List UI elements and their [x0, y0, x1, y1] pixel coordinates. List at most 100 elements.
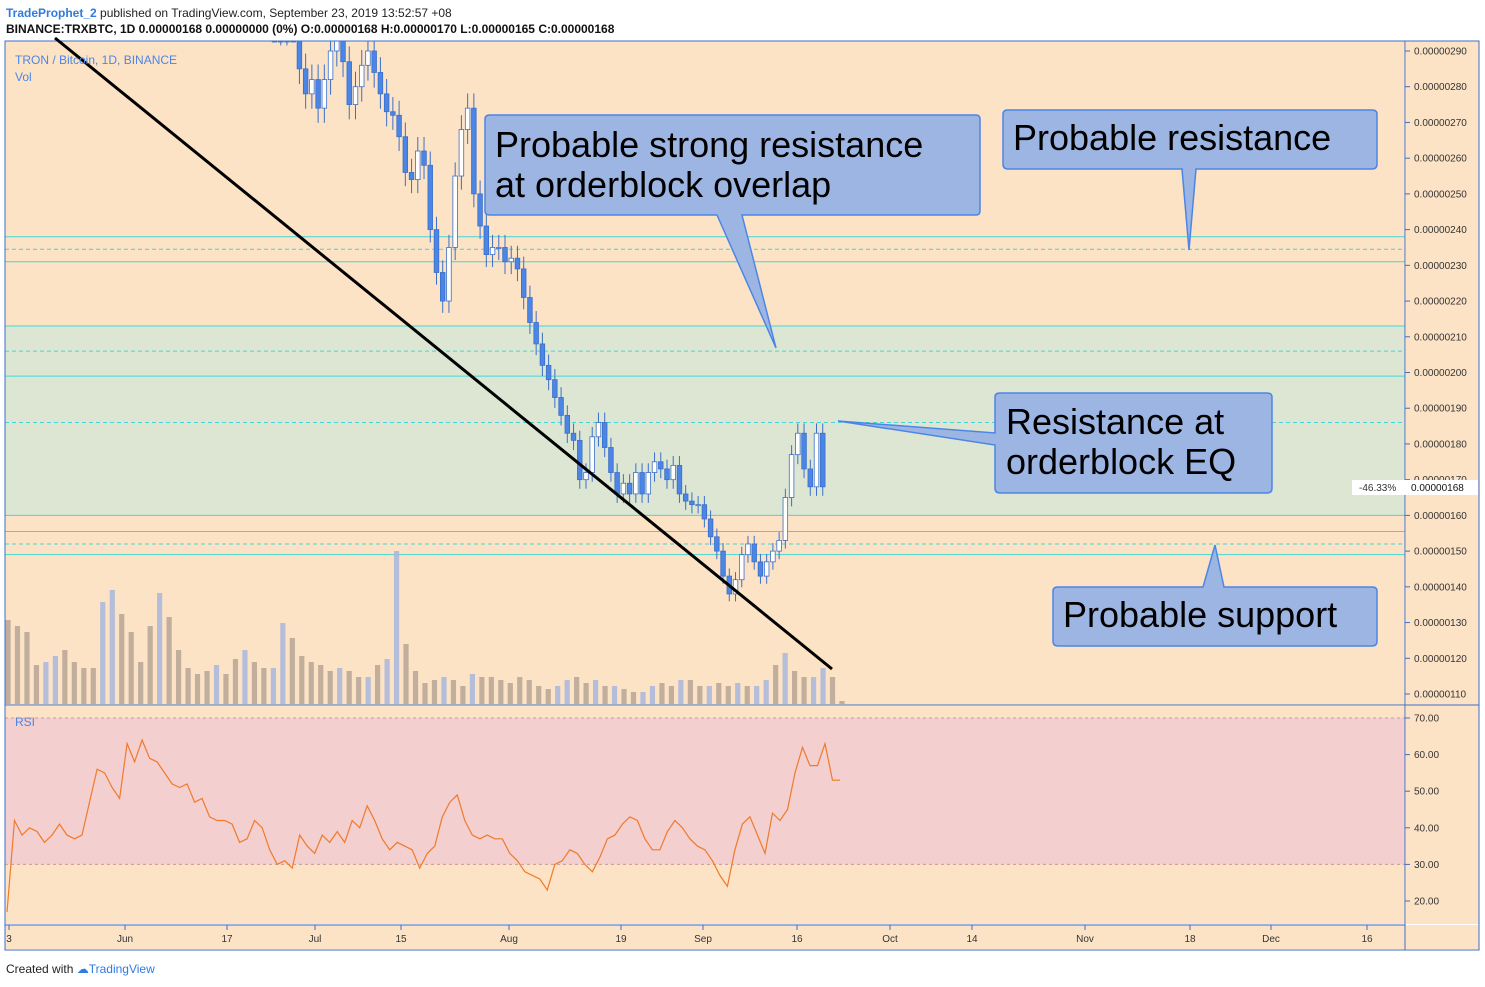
candle[interactable]	[321, 79, 328, 109]
candle[interactable]	[595, 422, 602, 438]
candle[interactable]	[776, 539, 782, 552]
callout-eq-resistance[interactable]: Resistance at orderblock EQ	[837, 392, 1273, 494]
candle[interactable]	[639, 472, 645, 495]
chart-canvas[interactable]: 0.00000290 0.00000280 0.00000270 0.00000260…	[0, 0, 1485, 955]
candle[interactable]	[458, 129, 465, 177]
candle[interactable]	[545, 364, 552, 381]
candle[interactable]	[664, 468, 670, 481]
candle[interactable]	[471, 107, 477, 195]
candle[interactable]	[651, 461, 658, 473]
candle[interactable]	[714, 536, 720, 552]
candle[interactable]	[521, 268, 527, 298]
candle[interactable]	[676, 464, 683, 495]
candle[interactable]	[788, 454, 795, 498]
candle[interactable]	[608, 447, 614, 473]
candle[interactable]	[309, 79, 315, 95]
candle[interactable]	[359, 64, 365, 88]
volume-bar	[735, 683, 741, 704]
candle[interactable]	[352, 86, 359, 105]
volume-bar	[365, 677, 371, 704]
candle[interactable]	[365, 50, 371, 66]
candle[interactable]	[527, 297, 533, 323]
callout-support[interactable]: Probable support	[1052, 544, 1378, 647]
downtrend-line[interactable]	[54, 36, 833, 671]
candle[interactable]	[415, 150, 421, 180]
candle[interactable]	[408, 172, 415, 180]
candle[interactable]	[421, 150, 427, 166]
candle[interactable]	[383, 93, 390, 113]
candle[interactable]	[701, 504, 708, 520]
candle[interactable]	[801, 432, 807, 470]
candle[interactable]	[539, 343, 546, 366]
candle[interactable]	[334, 40, 340, 52]
candle[interactable]	[396, 114, 402, 138]
candle[interactable]	[489, 247, 496, 256]
candle[interactable]	[552, 379, 558, 398]
candle[interactable]	[502, 247, 508, 263]
candle[interactable]	[346, 61, 352, 105]
time-axis-bg	[5, 925, 1479, 949]
candle[interactable]	[570, 432, 577, 441]
candle[interactable]	[820, 432, 826, 488]
candle[interactable]	[564, 414, 571, 434]
candle[interactable]	[745, 543, 751, 556]
author-link[interactable]: TradeProphet_2	[6, 6, 97, 20]
candle[interactable]	[371, 50, 377, 73]
candle[interactable]	[601, 422, 608, 448]
rsi-line[interactable]	[6, 738, 840, 913]
volume-bar	[678, 680, 684, 704]
candle[interactable]	[558, 397, 564, 416]
candle[interactable]	[670, 464, 676, 481]
candle[interactable]	[689, 500, 695, 506]
candle[interactable]	[751, 543, 757, 563]
footer-brand[interactable]: TradingView	[88, 962, 155, 976]
candle[interactable]	[763, 561, 770, 577]
callout-resistance[interactable]: Probable resistance	[1002, 109, 1378, 251]
candle[interactable]	[707, 518, 714, 538]
candle[interactable]	[720, 550, 726, 577]
candle[interactable]	[589, 436, 595, 473]
candle[interactable]	[508, 257, 514, 263]
volume-bar	[403, 644, 409, 704]
candle[interactable]	[483, 225, 490, 256]
volume-bar	[536, 686, 542, 704]
candle[interactable]	[620, 482, 627, 495]
candle[interactable]	[757, 561, 764, 577]
candle[interactable]	[446, 247, 452, 302]
candle[interactable]	[682, 493, 689, 502]
candle[interactable]	[477, 193, 483, 227]
candle[interactable]	[452, 175, 458, 248]
candle[interactable]	[433, 229, 440, 273]
candle[interactable]	[583, 472, 589, 481]
candle[interactable]	[514, 257, 521, 270]
candle[interactable]	[296, 40, 303, 70]
candle[interactable]	[577, 439, 583, 481]
candle[interactable]	[377, 72, 384, 95]
candle[interactable]	[807, 468, 813, 488]
candle[interactable]	[645, 472, 651, 495]
candle[interactable]	[813, 432, 820, 488]
candle[interactable]	[464, 107, 471, 130]
candle[interactable]	[402, 136, 409, 173]
candle[interactable]	[770, 550, 776, 563]
candle[interactable]	[327, 50, 334, 80]
candle[interactable]	[732, 579, 739, 595]
candle[interactable]	[614, 472, 620, 495]
candle[interactable]	[626, 482, 633, 495]
candle[interactable]	[340, 40, 346, 63]
callout-strong-resistance[interactable]: Probable strong resistance at orderblock…	[484, 114, 981, 349]
candle[interactable]	[739, 554, 745, 581]
candle[interactable]	[658, 461, 664, 470]
candle[interactable]	[533, 322, 539, 345]
candle[interactable]	[390, 111, 396, 116]
volume-bar	[299, 656, 305, 704]
candle[interactable]	[302, 68, 309, 95]
candle[interactable]	[440, 272, 446, 302]
candle[interactable]	[795, 432, 801, 456]
candle[interactable]	[695, 504, 701, 507]
candle[interactable]	[315, 79, 321, 109]
candle[interactable]	[496, 247, 502, 249]
candle[interactable]	[782, 497, 789, 541]
candle[interactable]	[427, 164, 433, 231]
candle[interactable]	[633, 472, 639, 495]
